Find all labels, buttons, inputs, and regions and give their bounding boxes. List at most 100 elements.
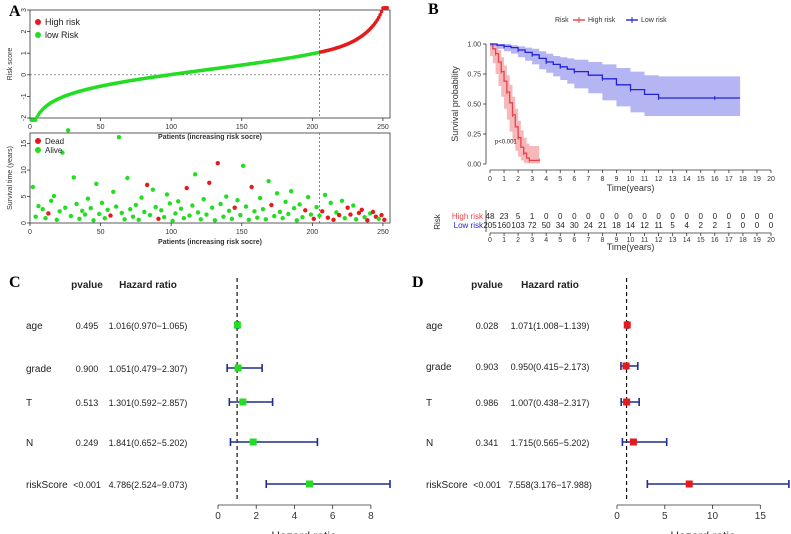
panel-label-d: D — [412, 274, 424, 291]
x-tick-label: 5 — [558, 237, 562, 244]
x-tick-label: 20 — [767, 176, 775, 183]
alive-point — [68, 213, 74, 219]
panel-d-forest-plot: pvalue Hazard ratio age 0.028 1.071(1.008−1.… — [426, 278, 790, 534]
alive-point — [43, 216, 48, 221]
alive-point — [105, 207, 110, 212]
alive-point — [322, 192, 328, 198]
alive-point — [240, 163, 246, 169]
dead-point — [108, 213, 113, 218]
alive-point — [82, 212, 88, 217]
y-tick-label: -2 — [21, 115, 28, 121]
table-cell: 0 — [769, 221, 774, 230]
x-tick-label: 15 — [697, 237, 705, 244]
table-cell: 1 — [727, 221, 732, 230]
hr-marker — [233, 321, 241, 329]
dead-point — [382, 217, 387, 223]
panel-label-c: C — [9, 274, 21, 291]
x-axis-label: Patients (increasing risk socre) — [158, 239, 262, 246]
y-tick-label: 2 — [21, 30, 28, 34]
alive-point — [272, 213, 277, 219]
p-value: 0.495 — [76, 321, 99, 331]
alive-point — [201, 196, 206, 202]
p-value: 0.028 — [476, 321, 499, 331]
x-tick-label: 10 — [627, 237, 635, 244]
alive-point — [153, 204, 158, 210]
hr-marker — [239, 398, 247, 406]
x-tick-label: 2 — [516, 237, 520, 244]
x-tick-label: 0 — [488, 237, 492, 244]
p-value: 0.249 — [76, 438, 99, 448]
x-tick-label: 8 — [600, 176, 604, 183]
variable-label: grade — [426, 362, 452, 373]
legend-label: Alive — [45, 146, 63, 155]
table-cell: 0 — [713, 212, 718, 221]
alive-point — [297, 202, 302, 207]
x-tick-label: 250 — [377, 229, 389, 236]
x-tick-label: 3 — [530, 237, 534, 244]
risk-point — [376, 15, 381, 20]
x-tick-label: 5 — [558, 176, 562, 183]
ci-band — [490, 44, 540, 164]
table-cell: 24 — [584, 221, 593, 230]
table-cell: 0 — [656, 212, 661, 221]
y-tick-label: 10 — [21, 166, 28, 174]
hazard-ratio-text: 1.016(0.970−1.065) — [109, 321, 188, 331]
alive-point — [30, 184, 36, 190]
table-cell: 21 — [598, 221, 607, 230]
panel-label-a: A — [9, 3, 21, 20]
x-tick-label: 6 — [330, 511, 336, 522]
alive-point — [94, 181, 99, 187]
table-cell: 160 — [497, 221, 511, 230]
alive-point — [33, 214, 38, 219]
table-cell: 0 — [670, 212, 675, 221]
table-row-title: Risk — [433, 213, 442, 230]
alive-point — [119, 210, 124, 216]
table-cell: 5 — [516, 212, 521, 221]
x-axis-label: Hazard ratio — [271, 529, 337, 534]
header-hazard-ratio: Hazard ratio — [521, 280, 579, 291]
alive-point — [218, 201, 223, 207]
legend-title: Risk — [555, 17, 569, 24]
risk-point — [379, 9, 384, 14]
alive-point — [91, 218, 96, 223]
table-cell: 4 — [684, 221, 689, 230]
hr-marker — [234, 364, 242, 372]
x-tick-label: 7 — [586, 176, 590, 183]
alive-point — [36, 203, 41, 209]
legend-label: Low risk — [641, 17, 667, 24]
alive-point — [88, 205, 93, 211]
p-value: 0.341 — [476, 438, 499, 448]
table-cell: 103 — [511, 221, 525, 230]
alive-point — [291, 205, 297, 211]
hr-marker — [622, 362, 630, 370]
alive-point — [139, 195, 144, 200]
alive-point — [376, 216, 381, 221]
alive-point — [164, 192, 170, 197]
x-tick-label: 1 — [502, 176, 506, 183]
alive-point — [125, 175, 130, 181]
alive-point — [255, 215, 260, 220]
x-tick-label: 3 — [530, 176, 534, 183]
table-cell: 0 — [699, 212, 704, 221]
alive-point — [243, 204, 249, 209]
table-row-label: High risk — [452, 212, 484, 221]
y-tick-label: 5 — [21, 194, 28, 198]
hazard-ratio-text: 1.841(0.652−5.202) — [109, 438, 188, 448]
x-tick-label: 8 — [600, 237, 604, 244]
table-cell: 50 — [542, 221, 551, 230]
x-tick-label: 250 — [377, 124, 389, 131]
y-tick-label: 0 — [21, 73, 28, 77]
x-tick-label: 4 — [544, 176, 548, 183]
table-cell: 205 — [483, 221, 497, 230]
table-cell: 2 — [699, 221, 704, 230]
x-tick-label: 5 — [662, 511, 668, 522]
alive-point — [57, 209, 62, 214]
p-value: 0.900 — [76, 364, 99, 374]
x-tick-label: 200 — [307, 124, 319, 131]
alive-point — [147, 212, 153, 218]
table-cell: 14 — [626, 221, 635, 230]
x-tick-label: 10 — [707, 511, 719, 522]
alive-point — [246, 217, 252, 223]
dead-point — [331, 217, 336, 223]
